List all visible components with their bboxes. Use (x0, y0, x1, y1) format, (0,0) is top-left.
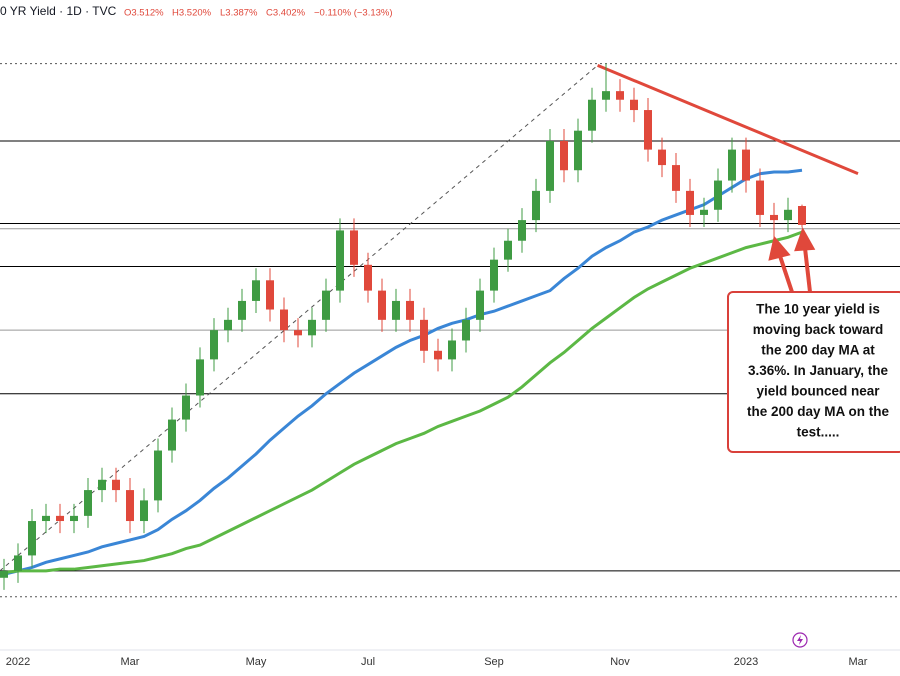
arrow (803, 247, 812, 293)
x-tick-label: Mar (849, 656, 868, 668)
candle-body (616, 91, 624, 100)
ohlc-open: O3.512% (124, 8, 164, 19)
candle-body (728, 149, 736, 181)
candle-body (546, 141, 554, 191)
annotation-line: test..... (797, 425, 840, 440)
alert-icon (792, 632, 808, 648)
x-labels: 2022 Mar May Jul Sep Nov 2023 Mar (6, 656, 868, 668)
candle-body (574, 130, 582, 171)
arrows (768, 227, 816, 293)
annotation-line: The 10 year yield is (756, 302, 880, 317)
moving-average (3, 230, 803, 575)
candle-body (294, 330, 302, 336)
ohlc-high: H3.520% (172, 8, 212, 19)
candle-body (266, 280, 274, 310)
candle-body (686, 190, 694, 215)
candle-body (756, 180, 764, 215)
annotation: The 10 year yield is moving back toward th… (747, 302, 890, 440)
candle-body (0, 570, 8, 578)
candle-body (700, 209, 708, 215)
candle-body (154, 450, 162, 501)
candle-body (532, 190, 540, 221)
arrow-head (768, 235, 791, 261)
candle-body (378, 290, 386, 320)
candle-body (210, 330, 218, 360)
annotation-line: the 200 day MA on the (747, 404, 890, 419)
alert-bolt (797, 635, 803, 645)
arrow (778, 255, 794, 293)
candle-body (588, 99, 596, 131)
candle-body (714, 180, 722, 210)
candle-body (252, 280, 260, 301)
symbol: 0 YR Yield · 1D · TVC (0, 4, 117, 18)
candle-body (126, 490, 134, 522)
candle-body (112, 479, 120, 491)
candle-body (658, 149, 666, 166)
candle-body (322, 290, 330, 320)
annotation-box (727, 291, 900, 453)
candle-body (434, 350, 442, 360)
candle-body (28, 521, 36, 556)
candle-body (196, 359, 204, 396)
moving-averages (3, 168, 803, 576)
candle-body (462, 319, 470, 341)
x-tick-label: 2022 (6, 656, 30, 668)
candle-body (630, 99, 638, 111)
ohlc-change: −0.110% (−3.13%) (314, 8, 393, 19)
candle-body (280, 309, 288, 331)
arrow-head (794, 227, 816, 252)
candle-body (742, 149, 750, 181)
candle-body (350, 230, 358, 265)
candle-body (560, 141, 568, 171)
candle-body (420, 319, 428, 351)
x-tick-label: Jul (361, 656, 375, 668)
candle-body (602, 91, 610, 100)
candle-body (84, 490, 92, 516)
ohlc-low: L3.387% (220, 8, 258, 19)
candle-body (168, 419, 176, 451)
levels (0, 63, 900, 598)
ohlc-close: C3.402% (266, 8, 306, 19)
candle-body (140, 500, 148, 522)
candle-body (490, 259, 498, 291)
candle-body (672, 165, 680, 191)
candle-body (14, 555, 22, 571)
candle-body (182, 395, 190, 420)
candles (0, 63, 806, 590)
trend-line (597, 63, 859, 176)
x-tick-label: 2023 (734, 656, 758, 668)
candle-body (42, 515, 50, 522)
annotation-line: yield bounced near (756, 384, 880, 399)
candle-body (56, 515, 64, 522)
candle-body (70, 515, 78, 522)
moving-average (3, 168, 803, 576)
candle-body (770, 214, 778, 221)
candle-body (406, 300, 414, 320)
x-tick-label: Nov (610, 656, 630, 668)
candle-body (798, 206, 806, 225)
candle-body (336, 230, 344, 291)
annotation-line: 3.36%. In January, the (748, 363, 889, 378)
candle-body (308, 319, 316, 336)
candle-body (644, 110, 652, 150)
candle-body (364, 264, 372, 291)
candle-body (98, 479, 106, 491)
candle-body (224, 319, 232, 331)
candle-body (504, 240, 512, 260)
candle-body (476, 290, 484, 320)
candle-body (784, 209, 792, 221)
annotation-line: the 200 day MA at (761, 343, 875, 358)
candle-body (448, 340, 456, 360)
x-tick-label: Mar (121, 656, 140, 668)
x-tick-label: May (246, 656, 267, 668)
x-tick-label: Sep (484, 656, 504, 668)
candle-body (392, 300, 400, 320)
annotation-line: moving back toward (753, 322, 884, 337)
candle-body (518, 220, 526, 241)
candle-body (238, 300, 246, 320)
